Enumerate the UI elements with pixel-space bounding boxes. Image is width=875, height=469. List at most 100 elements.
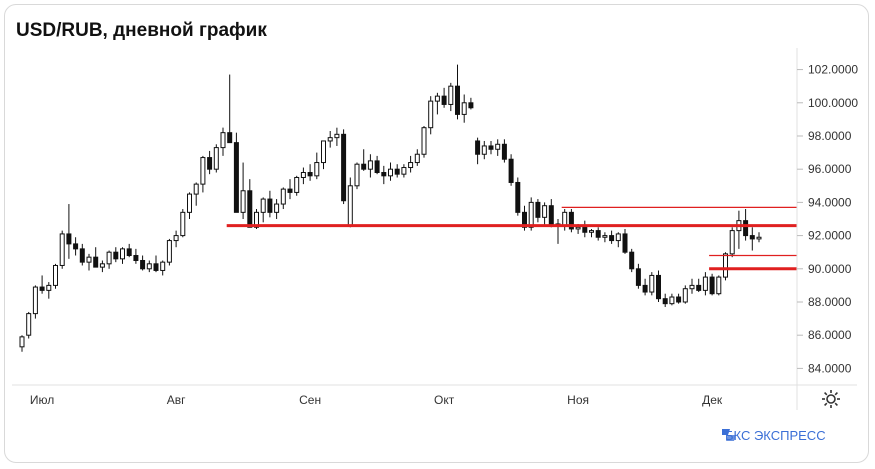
candle xyxy=(314,152,320,180)
candle xyxy=(361,149,367,171)
candle-body-down xyxy=(709,276,715,295)
candle-body-down xyxy=(595,230,601,238)
candle xyxy=(327,131,333,148)
candle-body-down xyxy=(515,181,521,213)
candle xyxy=(280,187,286,210)
candle xyxy=(86,253,92,271)
candle xyxy=(662,293,668,307)
candle xyxy=(421,126,427,158)
candle xyxy=(689,278,695,294)
candle xyxy=(542,202,548,226)
x-tick-label: Окт xyxy=(434,393,455,407)
candle xyxy=(354,162,360,190)
candle-body-up xyxy=(347,185,353,227)
candle-body-down xyxy=(676,296,682,303)
candle-body-up xyxy=(294,176,300,193)
y-tick-label: 90.0000 xyxy=(808,262,852,276)
candle xyxy=(334,127,340,146)
candle-body-down xyxy=(126,248,132,257)
candle xyxy=(696,278,702,293)
candle-body-up xyxy=(334,133,340,139)
candle-body-up xyxy=(354,163,360,187)
candle xyxy=(133,248,139,264)
gear-icon[interactable] xyxy=(820,388,842,410)
candle xyxy=(240,162,246,219)
candle-body-up xyxy=(254,211,259,228)
candle-body-down xyxy=(227,132,233,144)
candle xyxy=(213,144,219,173)
candle xyxy=(609,230,615,244)
candle-body-down xyxy=(743,220,749,237)
candle xyxy=(193,182,199,206)
candle-body-down xyxy=(568,211,574,230)
candle xyxy=(341,129,347,205)
candle-body-up xyxy=(146,263,152,270)
candle xyxy=(716,275,722,296)
x-tick-label: Ноя xyxy=(567,393,589,407)
candle-body-down xyxy=(535,201,541,218)
y-tick-label: 86.0000 xyxy=(808,328,852,342)
candle-body-up xyxy=(327,137,333,142)
candle-body-up xyxy=(300,172,306,178)
candle xyxy=(481,140,487,160)
candle xyxy=(495,139,501,156)
candle xyxy=(629,248,635,273)
candle xyxy=(287,179,293,200)
candle-body-up xyxy=(756,236,762,240)
candle xyxy=(321,140,326,170)
candle-body-down xyxy=(629,251,635,270)
candle xyxy=(622,228,628,254)
candle-body-up xyxy=(428,100,434,129)
candle-body-down xyxy=(341,133,347,202)
candle xyxy=(414,149,420,166)
candle xyxy=(381,165,387,185)
candle xyxy=(267,190,273,218)
candle-body-up xyxy=(120,248,125,260)
candle xyxy=(173,230,179,248)
candle xyxy=(187,192,192,219)
candle-body-up xyxy=(575,226,581,230)
candle xyxy=(140,255,146,271)
candle-body-down xyxy=(207,157,213,170)
candle xyxy=(428,96,434,135)
candle xyxy=(388,162,393,181)
candle xyxy=(374,155,380,175)
candle-body-down xyxy=(233,142,239,213)
candle xyxy=(723,252,728,281)
candle-body-up xyxy=(200,157,206,185)
candle-body-down xyxy=(79,248,85,263)
x-axis-ticks: Июл Авг Сен Окт Ноя Дек xyxy=(30,393,723,407)
candle xyxy=(441,87,447,108)
y-tick-label: 100.0000 xyxy=(808,96,858,110)
candle-body-up xyxy=(260,198,266,213)
candle xyxy=(475,137,481,165)
candle-body-up xyxy=(86,256,92,263)
candle xyxy=(247,179,253,228)
brand-logo[interactable]: БКС ЭКСПРЕСС xyxy=(721,428,826,443)
candle xyxy=(602,232,608,243)
candle-body-down xyxy=(488,145,494,150)
candle-body-up xyxy=(716,276,722,295)
candle-body-up xyxy=(669,296,675,305)
candle-body-up xyxy=(193,183,199,195)
candle-body-down xyxy=(662,298,668,305)
candle xyxy=(93,247,99,268)
candle-body-up xyxy=(408,162,414,169)
y-tick-label: 84.0000 xyxy=(808,361,852,375)
candle xyxy=(180,209,186,238)
candle-body-up xyxy=(240,190,246,213)
candle-body-up xyxy=(367,160,373,170)
candle xyxy=(166,238,172,266)
candle xyxy=(548,199,554,228)
candle-body-up xyxy=(448,85,454,105)
candle-body-up xyxy=(723,253,728,278)
candle xyxy=(53,263,58,289)
candle xyxy=(59,230,65,269)
candle xyxy=(146,260,152,273)
candle xyxy=(676,293,682,304)
candle xyxy=(367,154,373,178)
candle xyxy=(589,228,594,238)
candle xyxy=(555,218,561,244)
candle-body-up xyxy=(173,235,179,242)
candle-body-up xyxy=(26,313,32,336)
